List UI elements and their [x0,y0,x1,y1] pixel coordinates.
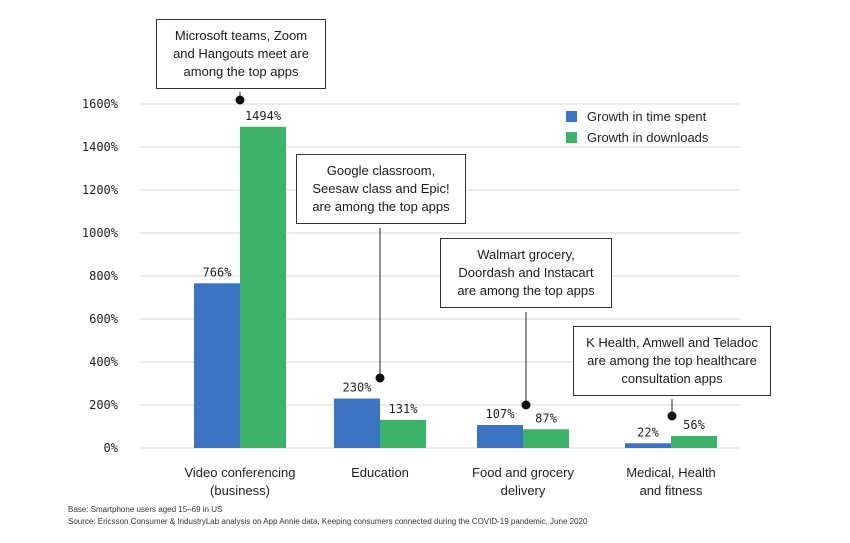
category-label: delivery [501,483,546,498]
category-label: Education [351,465,409,480]
legend-label: Growth in downloads [587,130,709,145]
category-label: Medical, Health [626,465,716,480]
footnote-source: Source: Ericsson Consumer & IndustryLab … [68,517,588,526]
callout-line: Walmart grocery, [477,247,575,262]
callout-medical-health: K Health, Amwell and Teladoc are among t… [573,326,771,396]
x-axis-categories: Video conferencing (business) Education Foo… [184,465,715,498]
callout-video-conferencing: Microsoft teams, Zoom and Hangouts meet … [156,19,326,89]
y-tick-label: 1400% [82,140,119,154]
callout-line: Microsoft teams, Zoom [174,28,308,43]
callout-line: Google classroom, [326,163,436,178]
data-label: 131% [389,402,419,416]
bar [477,424,523,448]
callout-line: K Health, Amwell and Teladoc [586,335,758,350]
callout-dot [375,373,385,383]
data-labels: 766% 1494% 230% 131% 107% 87% 22% 56% [203,109,706,439]
callout-dot [521,400,531,410]
y-tick-label: 1200% [82,183,119,197]
callout-connectors [235,92,677,421]
bar [671,435,717,448]
callout-line: among the top apps [183,64,299,79]
bar [334,398,380,448]
callout-line: are among the top apps [312,199,450,214]
data-label: 107% [486,407,516,421]
bar [380,419,426,448]
bar [240,126,286,448]
bars [194,126,717,448]
y-axis-ticks: 0% 200% 400% 600% 800% 1000% 1200% 1400% 1600% [82,97,119,455]
callout-line: consultation apps [621,371,723,386]
bar [625,443,671,448]
category-label: Food and grocery [472,465,574,480]
legend: Growth in time spent Growth in downloads [566,109,709,145]
callout-dot [235,95,245,105]
data-label: 87% [535,411,557,425]
y-tick-label: 600% [89,312,119,326]
y-tick-label: 1000% [82,226,119,240]
callout-food-grocery: Walmart grocery, Doordash and Instacart … [440,238,612,308]
category-label: (business) [210,483,270,498]
y-tick-label: 200% [89,398,119,412]
category-label: Video conferencing [184,465,295,480]
y-tick-label: 800% [89,269,119,283]
bar [194,283,240,448]
callout-education: Google classroom, Seesaw class and Epic!… [296,154,466,224]
callout-line: are among the top apps [457,283,595,298]
y-tick-label: 400% [89,355,119,369]
y-tick-label: 1600% [82,97,119,111]
data-label: 22% [637,425,659,439]
data-label: 56% [683,418,705,432]
callout-line: are among the top healthcare [587,353,757,368]
data-label: 230% [343,381,373,395]
category-label: and fitness [640,483,703,498]
legend-swatch [566,132,577,143]
data-label: 1494% [245,109,282,123]
legend-label: Growth in time spent [587,109,707,124]
legend-swatch [566,111,577,122]
data-label: 766% [203,265,233,279]
callout-line: Doordash and Instacart [458,265,594,280]
callout-line: and Hangouts meet are [173,46,309,61]
callout-line: Seesaw class and Epic! [312,181,450,196]
footnote-base: Base: Smartphone users aged 15–69 in US [68,505,223,514]
bar [523,429,569,448]
y-tick-label: 0% [104,441,119,455]
callout-dot [667,411,677,421]
